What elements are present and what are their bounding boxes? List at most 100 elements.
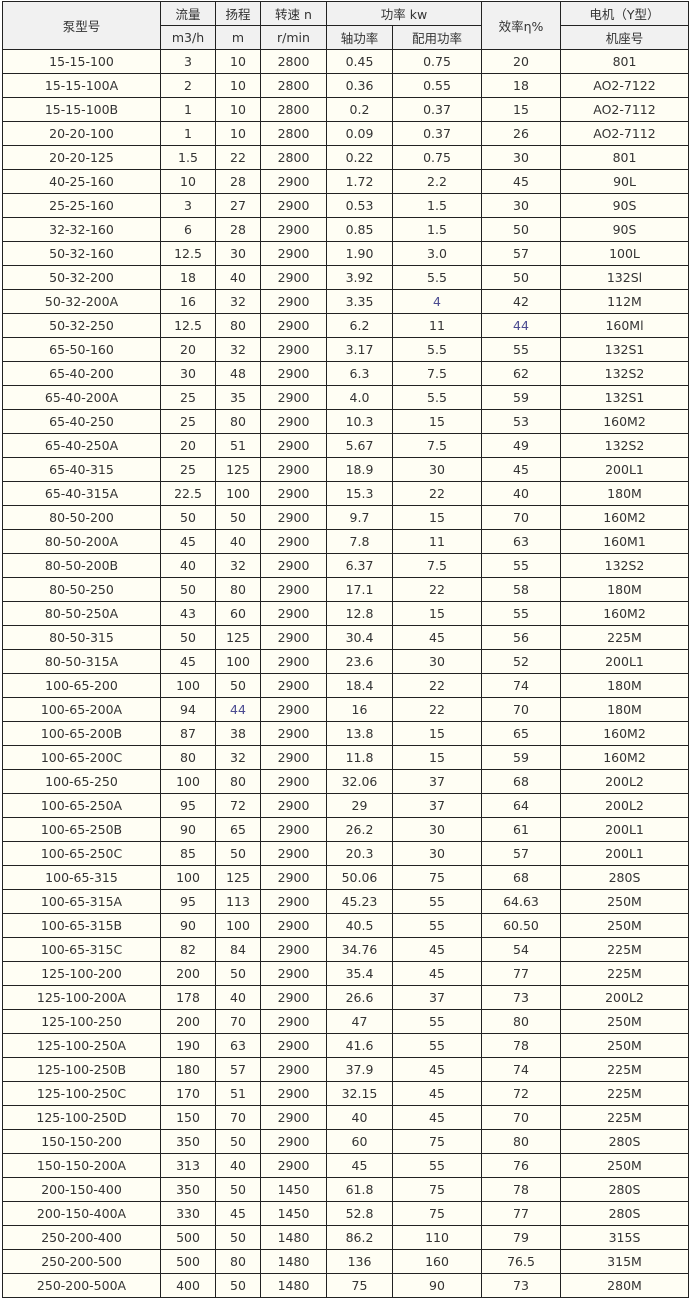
cell-shaft-power: 30.4 xyxy=(326,625,393,650)
cell-head: 72 xyxy=(215,793,261,818)
table-row: 100-65-250A 95 72 2900 29 37 64 200L2 xyxy=(2,793,689,818)
cell-flow: 313 xyxy=(160,1153,216,1178)
cell-head: 60 xyxy=(215,601,261,626)
cell-speed: 2900 xyxy=(260,505,327,530)
cell-model: 50-32-250 xyxy=(2,313,161,338)
cell-shaft-power: 29 xyxy=(326,793,393,818)
cell-model: 65-40-315 xyxy=(2,457,161,482)
cell-shaft-power: 0.09 xyxy=(326,121,393,146)
cell-rated-power: 30 xyxy=(392,649,482,674)
cell-shaft-power: 86.2 xyxy=(326,1225,393,1250)
cell-shaft-power: 20.3 xyxy=(326,841,393,866)
cell-head: 50 xyxy=(215,505,261,530)
cell-speed: 2900 xyxy=(260,721,327,746)
cell-model: 15-15-100 xyxy=(2,49,161,74)
cell-head: 100 xyxy=(215,481,261,506)
header-power: 功率 kw xyxy=(326,1,482,26)
table-row: 100-65-200A 94 44 2900 16 22 70 180M xyxy=(2,697,689,722)
cell-rated-power: 1.5 xyxy=(392,217,482,242)
header-head: 扬程 xyxy=(215,1,261,26)
table-row: 125-100-250D 150 70 2900 40 45 70 225M xyxy=(2,1105,689,1130)
cell-head: 51 xyxy=(215,1081,261,1106)
cell-rated-power: 15 xyxy=(392,409,482,434)
cell-model: 150-150-200A xyxy=(2,1153,161,1178)
cell-shaft-power: 6.3 xyxy=(326,361,393,386)
table-row: 15-15-100B 1 10 2800 0.2 0.37 15 AO2-7112 xyxy=(2,97,689,122)
cell-shaft-power: 35.4 xyxy=(326,961,393,986)
cell-motor-frame: 100L xyxy=(560,241,689,266)
cell-motor-frame: AO2-7122 xyxy=(560,73,689,98)
cell-rated-power: 11 xyxy=(392,529,482,554)
cell-rated-power: 55 xyxy=(392,1033,482,1058)
cell-efficiency: 15 xyxy=(481,97,561,122)
cell-speed: 2900 xyxy=(260,649,327,674)
cell-rated-power: 3.0 xyxy=(392,241,482,266)
header-flow-unit: m3/h xyxy=(160,25,216,50)
cell-speed: 2900 xyxy=(260,385,327,410)
cell-rated-power: 45 xyxy=(392,1081,482,1106)
cell-rated-power: 55 xyxy=(392,1009,482,1034)
cell-rated-power: 7.5 xyxy=(392,553,482,578)
cell-shaft-power: 15.3 xyxy=(326,481,393,506)
table-row: 100-65-200 100 50 2900 18.4 22 74 180M xyxy=(2,673,689,698)
cell-head: 40 xyxy=(215,985,261,1010)
cell-head: 48 xyxy=(215,361,261,386)
cell-speed: 2900 xyxy=(260,361,327,386)
cell-flow: 100 xyxy=(160,769,216,794)
cell-head: 70 xyxy=(215,1009,261,1034)
cell-flow: 43 xyxy=(160,601,216,626)
cell-rated-power: 90 xyxy=(392,1273,482,1298)
table-row: 65-40-315A 22.5 100 2900 15.3 22 40 180M xyxy=(2,481,689,506)
cell-shaft-power: 1.72 xyxy=(326,169,393,194)
cell-shaft-power: 13.8 xyxy=(326,721,393,746)
cell-rated-power: 4 xyxy=(392,289,482,314)
cell-motor-frame: 200L1 xyxy=(560,817,689,842)
cell-rated-power: 0.37 xyxy=(392,121,482,146)
table-row: 80-50-200 50 50 2900 9.7 15 70 160M2 xyxy=(2,505,689,530)
cell-motor-frame: 315S xyxy=(560,1225,689,1250)
header-rated-power: 配用功率 xyxy=(392,25,482,50)
cell-flow: 350 xyxy=(160,1177,216,1202)
cell-head: 100 xyxy=(215,649,261,674)
cell-head: 27 xyxy=(215,193,261,218)
cell-model: 50-32-200A xyxy=(2,289,161,314)
cell-speed: 2900 xyxy=(260,409,327,434)
cell-motor-frame: 280S xyxy=(560,1129,689,1154)
cell-speed: 2900 xyxy=(260,1009,327,1034)
cell-motor-frame: 225M xyxy=(560,625,689,650)
cell-flow: 12.5 xyxy=(160,313,216,338)
header-motor-frame: 机座号 xyxy=(560,25,689,50)
cell-head: 32 xyxy=(215,745,261,770)
table-row: 40-25-160 10 28 2900 1.72 2.2 45 90L xyxy=(2,169,689,194)
cell-flow: 25 xyxy=(160,385,216,410)
cell-flow: 12.5 xyxy=(160,241,216,266)
table-row: 80-50-315A 45 100 2900 23.6 30 52 200L1 xyxy=(2,649,689,674)
cell-rated-power: 22 xyxy=(392,673,482,698)
cell-efficiency: 30 xyxy=(481,145,561,170)
cell-motor-frame: 160M2 xyxy=(560,409,689,434)
cell-motor-frame: 132S2 xyxy=(560,433,689,458)
cell-model: 80-50-315A xyxy=(2,649,161,674)
cell-speed: 2800 xyxy=(260,49,327,74)
cell-head: 80 xyxy=(215,769,261,794)
cell-rated-power: 0.75 xyxy=(392,49,482,74)
cell-model: 125-100-250B xyxy=(2,1057,161,1082)
cell-model: 200-150-400 xyxy=(2,1177,161,1202)
cell-speed: 2900 xyxy=(260,1153,327,1178)
cell-head: 22 xyxy=(215,145,261,170)
header-efficiency: 效率η% xyxy=(481,1,561,50)
cell-model: 80-50-315 xyxy=(2,625,161,650)
cell-efficiency: 59 xyxy=(481,745,561,770)
cell-model: 65-40-250A xyxy=(2,433,161,458)
cell-speed: 2900 xyxy=(260,961,327,986)
cell-flow: 50 xyxy=(160,505,216,530)
cell-shaft-power: 3.35 xyxy=(326,289,393,314)
cell-shaft-power: 0.85 xyxy=(326,217,393,242)
cell-head: 80 xyxy=(215,313,261,338)
cell-model: 150-150-200 xyxy=(2,1129,161,1154)
cell-flow: 87 xyxy=(160,721,216,746)
cell-shaft-power: 47 xyxy=(326,1009,393,1034)
cell-efficiency: 74 xyxy=(481,673,561,698)
cell-model: 250-200-500A xyxy=(2,1273,161,1298)
cell-model: 100-65-200B xyxy=(2,721,161,746)
